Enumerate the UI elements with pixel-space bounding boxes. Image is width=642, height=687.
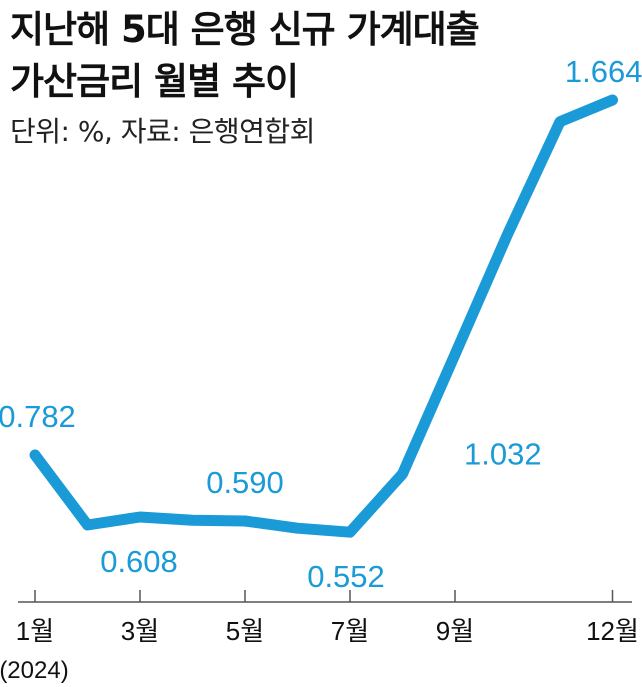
x-tick-label: 7월 — [331, 616, 369, 646]
chart-subtitle: 단위: %, 자료: 은행연합회 — [10, 115, 315, 148]
x-tick-label: 5월 — [226, 616, 264, 646]
x-tick-label: 1월 — [16, 616, 54, 646]
data-label: 1.032 — [464, 436, 542, 471]
x-axis-year-note: (2024) — [0, 657, 69, 684]
series-line — [29, 94, 618, 538]
chart-title: 지난해 5대 은행 신규 가계대출 가산금리 월별 추이 — [10, 4, 480, 108]
data-label: 0.590 — [206, 465, 284, 500]
data-label: 0.782 — [0, 399, 76, 434]
chart-title-line-2: 가산금리 월별 추이 — [10, 60, 299, 103]
data-label: 0.552 — [307, 559, 385, 594]
x-tick-label: 12월 — [586, 616, 639, 646]
chart-title-line-1: 지난해 5대 은행 신규 가계대출 — [10, 8, 480, 51]
data-label: 0.608 — [100, 544, 178, 579]
x-tick-label: 3월 — [121, 616, 159, 646]
x-tick-label: 9월 — [436, 616, 474, 646]
data-label: 1.664 — [565, 54, 642, 89]
